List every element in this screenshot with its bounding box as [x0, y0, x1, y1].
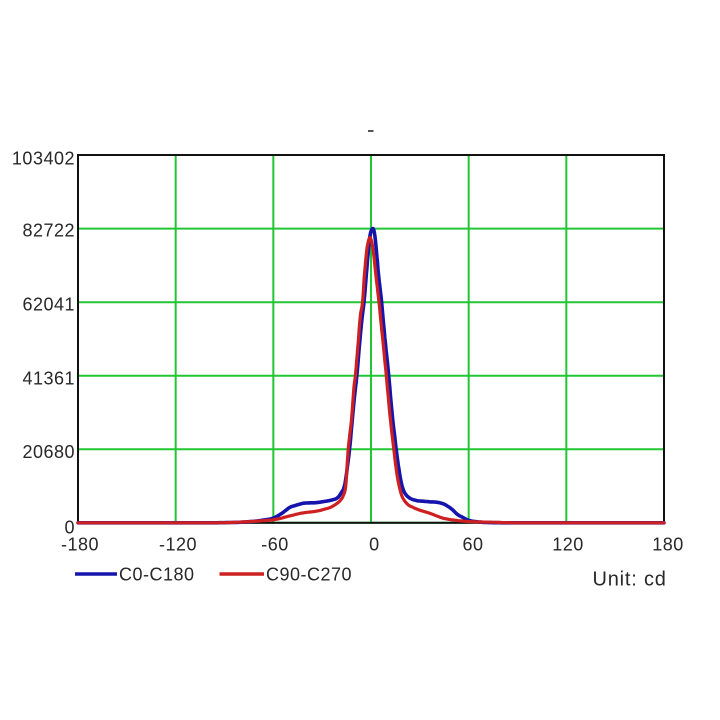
svg-text:180: 180	[652, 535, 684, 555]
svg-text:C0-C180: C0-C180	[119, 565, 195, 585]
svg-text:-60: -60	[261, 535, 289, 555]
svg-text:0: 0	[369, 535, 380, 555]
svg-text:120: 120	[552, 535, 584, 555]
svg-text:41361: 41361	[22, 368, 75, 388]
svg-text:20680: 20680	[22, 442, 75, 462]
svg-text:62041: 62041	[22, 295, 75, 315]
svg-text:103402: 103402	[12, 149, 75, 169]
svg-text:C90-C270: C90-C270	[266, 565, 352, 585]
svg-text:60: 60	[462, 535, 483, 555]
svg-text:Unit: cd: Unit: cd	[593, 569, 667, 591]
svg-text:82722: 82722	[22, 221, 75, 241]
svg-text:0: 0	[64, 518, 75, 538]
svg-text:-180: -180	[61, 535, 99, 555]
svg-text:-120: -120	[159, 535, 197, 555]
